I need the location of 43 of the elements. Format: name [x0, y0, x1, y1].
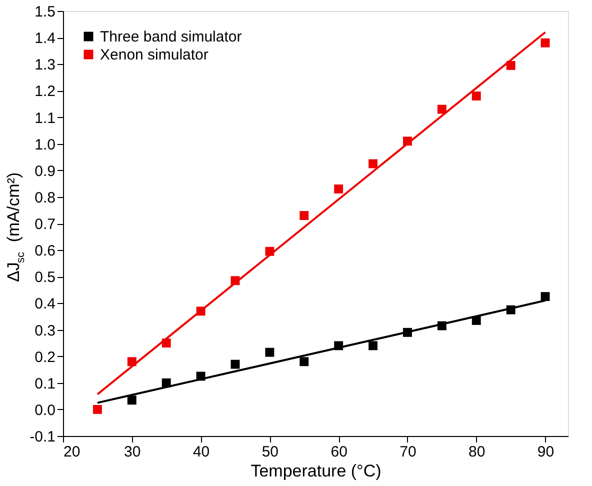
point	[472, 92, 481, 100]
point	[368, 341, 378, 350]
point	[300, 211, 309, 220]
y-tick-label: 1.0	[34, 136, 56, 154]
point	[506, 60, 516, 70]
point	[92, 404, 102, 414]
y-axis-title: ΔJsc (mA/cm²)	[4, 172, 27, 282]
y-tick-label: 0.7	[34, 216, 56, 233]
y-tick-label: 1.1	[34, 110, 56, 127]
point	[265, 348, 274, 357]
legend-label: Xenon simulator	[100, 46, 208, 64]
x-axis-title: Temperature (°C)	[250, 462, 382, 480]
x-tick-label: 80	[468, 444, 486, 460]
y-tick-label: 0.8	[34, 189, 56, 206]
y-tick-label: 0.4	[34, 296, 56, 313]
point	[540, 38, 550, 48]
x-tick-label: 40	[192, 444, 210, 460]
y-tick-label: 0.9	[34, 162, 56, 180]
y-tick-label: 1.5	[34, 4, 56, 20]
y-tick-label: 0.2	[34, 348, 56, 366]
x-tick-label: 20	[64, 444, 80, 460]
y-tick-label: 0.0	[34, 402, 56, 419]
x-tick-label: 60	[330, 444, 348, 460]
point	[230, 360, 240, 369]
x-tick-label: 90	[537, 444, 554, 460]
x-tick-label: 30	[124, 444, 141, 460]
y-tick-label: 0.5	[34, 269, 56, 286]
y-tick-label: 0.6	[34, 242, 56, 260]
y-tick-label: 1.3	[34, 56, 56, 74]
x-tick-label: 50	[262, 444, 279, 460]
point	[127, 396, 136, 405]
point	[437, 104, 446, 114]
point	[300, 357, 309, 366]
point	[334, 184, 344, 194]
x-tick-label: 70	[400, 444, 416, 460]
y-tick-label: 0.3	[34, 322, 56, 340]
y-tick-label: 0.1	[34, 375, 56, 392]
y-tick-label: -0.1	[30, 428, 56, 446]
legend-label: Three band simulator	[100, 28, 242, 46]
y-tick-label: 1.2	[34, 83, 56, 100]
point	[540, 292, 550, 302]
point	[368, 159, 378, 168]
y-tick-label: 1.4	[34, 30, 56, 48]
